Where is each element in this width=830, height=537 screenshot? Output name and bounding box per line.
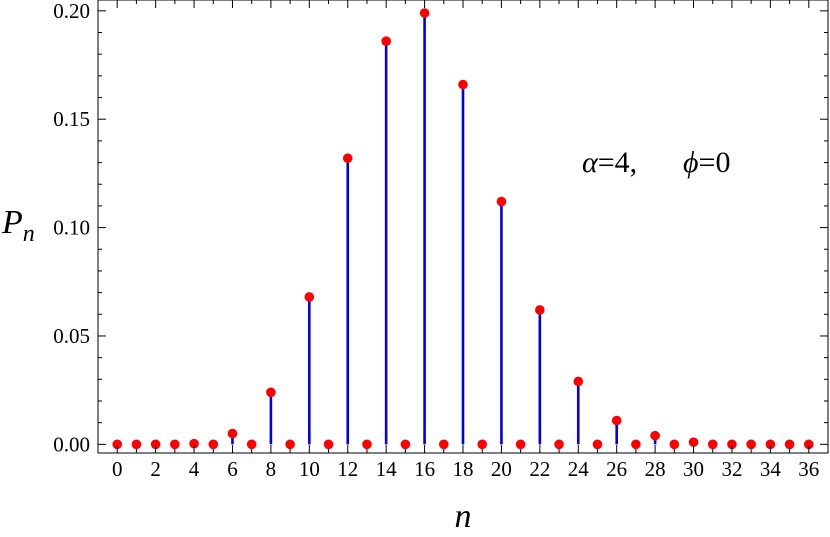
alpha-symbol: α <box>582 146 599 179</box>
data-point-3 <box>170 439 180 450</box>
x-tick-label-30: 30 <box>683 457 704 481</box>
x-tick-label-6: 6 <box>227 457 238 481</box>
x-tick-label-0: 0 <box>112 457 123 481</box>
data-point-22 <box>535 305 545 315</box>
data-point-33 <box>746 439 756 450</box>
x-tick-label-12: 12 <box>337 457 358 481</box>
data-point-25 <box>592 439 603 450</box>
data-point-15 <box>400 439 411 450</box>
x-tick-label-4: 4 <box>189 457 200 481</box>
x-tick-label-10: 10 <box>299 457 320 481</box>
data-point-32 <box>727 439 737 450</box>
x-tick-label-32: 32 <box>721 457 742 481</box>
y-axis-title-main: P <box>1 204 23 241</box>
data-point-26 <box>611 415 622 426</box>
y-axis-title: Pn <box>1 204 35 247</box>
alpha-value: =4, <box>598 146 637 179</box>
y-tick-label-3: 0.15 <box>53 107 90 131</box>
data-point-1 <box>131 439 142 450</box>
data-point-4 <box>189 438 199 449</box>
data-point-17 <box>438 439 449 450</box>
data-point-6 <box>227 428 238 439</box>
x-axis-ticks: 0 2 4 6 8 10 12 14 16 18 20 22 24 26 28 30 32 34 36 <box>112 0 819 481</box>
y-tick-label-0: 0.00 <box>53 432 90 456</box>
data-point-10 <box>304 292 315 302</box>
data-point-35 <box>784 439 795 450</box>
y-axis-title-subscript: n <box>23 221 35 247</box>
stems-group <box>192 13 695 445</box>
data-point-11 <box>323 439 334 450</box>
x-tick-label-26: 26 <box>606 457 627 481</box>
data-point-21 <box>515 439 526 450</box>
data-point-23 <box>554 439 564 450</box>
data-point-16 <box>419 8 430 18</box>
data-point-30 <box>688 437 699 447</box>
data-point-24 <box>573 376 584 387</box>
data-point-18 <box>458 79 468 90</box>
x-axis-title: n <box>455 498 472 535</box>
y-tick-label-1: 0.05 <box>53 324 90 348</box>
parameter-annotation: α=4, ϕ=0 <box>582 146 730 179</box>
x-tick-label-24: 24 <box>568 457 590 481</box>
x-tick-label-18: 18 <box>453 457 474 481</box>
data-point-34 <box>765 439 776 450</box>
data-point-28 <box>650 430 660 441</box>
data-point-9 <box>285 439 295 450</box>
data-point-20 <box>496 196 507 207</box>
data-point-14 <box>381 36 391 46</box>
data-point-36 <box>803 439 814 450</box>
data-point-29 <box>669 439 680 450</box>
x-tick-label-2: 2 <box>150 457 161 481</box>
data-point-31 <box>707 439 718 450</box>
data-point-7 <box>246 439 257 450</box>
data-point-19 <box>477 439 488 450</box>
x-tick-label-34: 34 <box>760 457 782 481</box>
x-tick-label-28: 28 <box>645 457 666 481</box>
x-tick-label-16: 16 <box>414 457 435 481</box>
data-point-2 <box>150 439 161 450</box>
y-tick-label-4: 0.20 <box>53 0 90 23</box>
data-point-13 <box>362 439 372 450</box>
x-tick-label-8: 8 <box>266 457 277 481</box>
data-point-12 <box>342 153 353 164</box>
phi-value: =0 <box>699 146 731 179</box>
x-tick-label-20: 20 <box>491 457 512 481</box>
x-tick-label-36: 36 <box>798 457 819 481</box>
x-tick-label-14: 14 <box>376 457 398 481</box>
y-tick-label-2: 0.10 <box>53 216 90 240</box>
y-axis-ticks: 0.00 0.05 0.10 0.15 0.20 <box>53 0 828 456</box>
data-point-27 <box>631 439 641 450</box>
data-point-5 <box>208 439 219 450</box>
data-point-0 <box>112 439 123 450</box>
points-group <box>112 8 814 450</box>
phi-symbol: ϕ <box>683 146 699 179</box>
x-tick-label-22: 22 <box>529 457 550 481</box>
data-point-8 <box>266 387 276 398</box>
